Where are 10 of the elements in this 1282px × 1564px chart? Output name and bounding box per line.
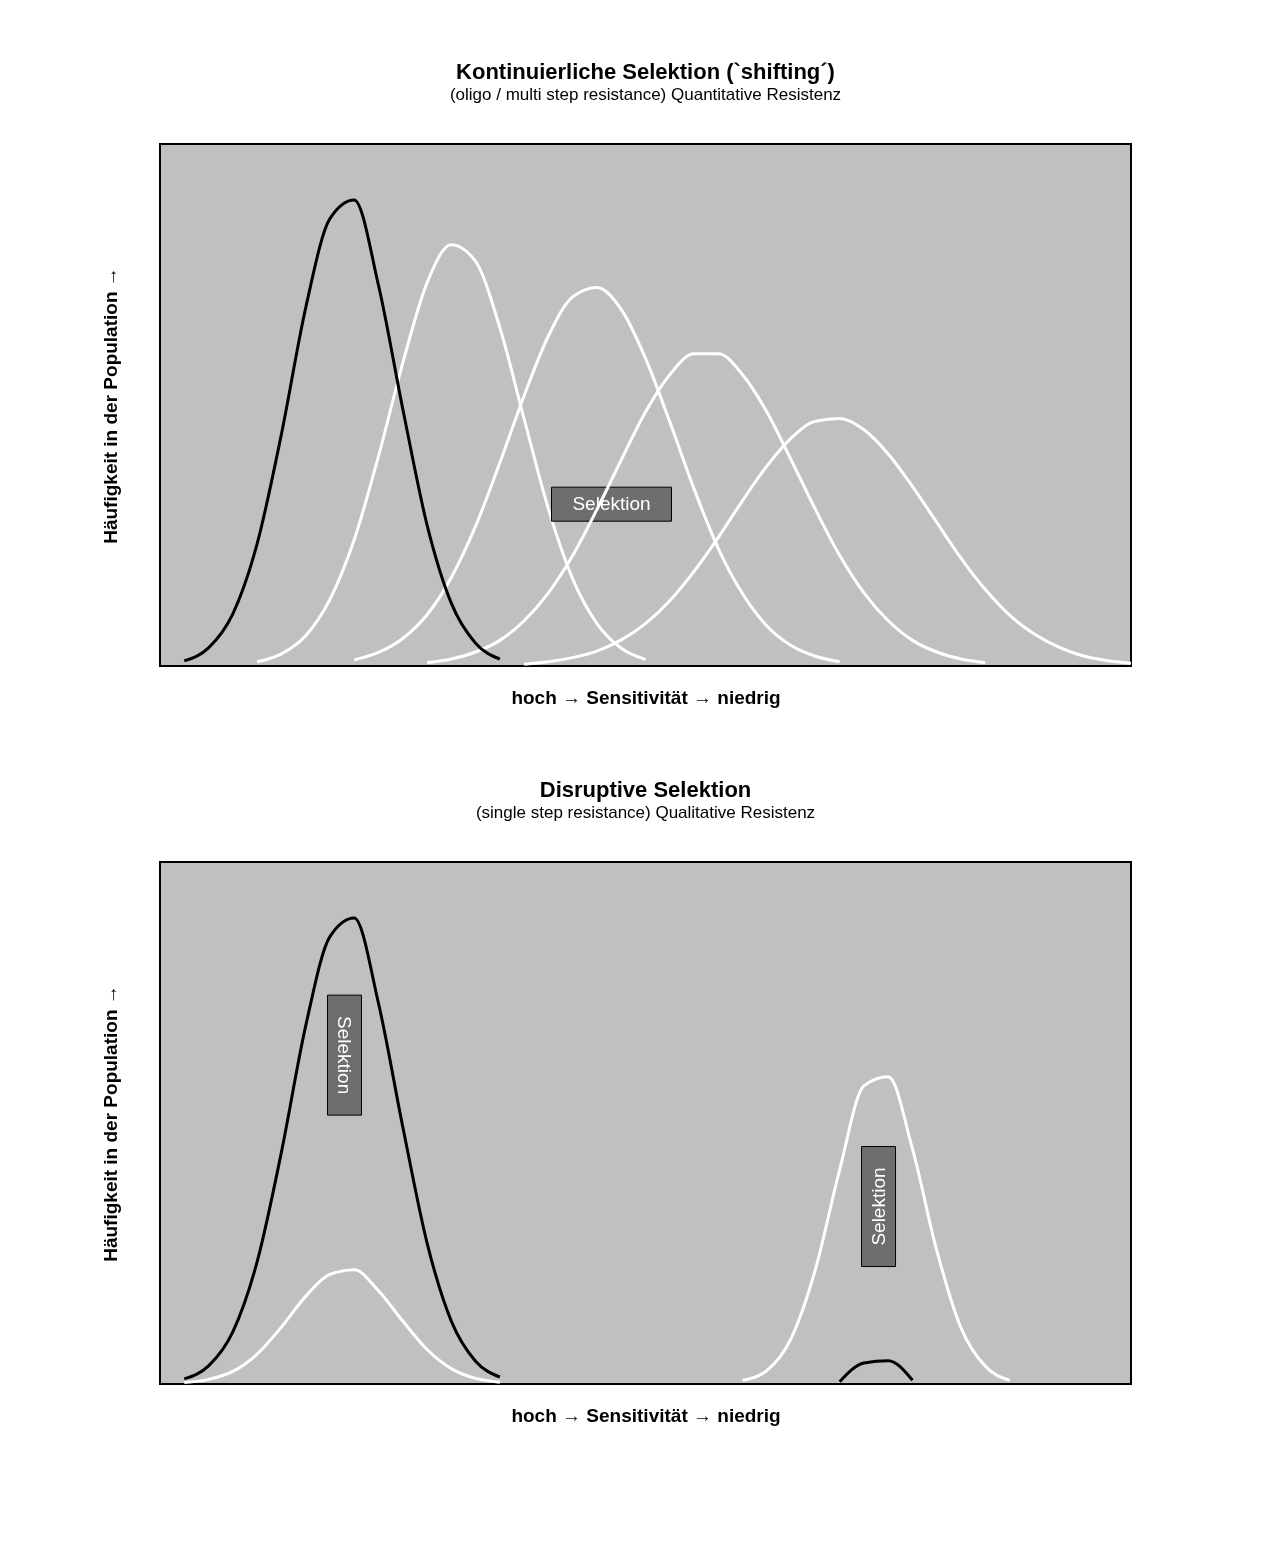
y-axis-title: Häufigkeit in der Population → — [99, 985, 121, 1262]
annotation: Selektion — [334, 1016, 356, 1095]
chart-title: Disruptive Selektion — [539, 777, 752, 802]
x-axis-title: hoch → Sensitivität → niedrig — [511, 686, 781, 708]
annotation: Selektion — [867, 1167, 889, 1246]
chart-subtitle: (single step resistance) Qualitative Resistenz — [475, 803, 816, 822]
chart-subtitle: (oligo / multi step resistance) Quantitative Resistenz — [449, 85, 842, 104]
x-axis-title: hoch → Sensitivität → niedrig — [511, 1404, 781, 1426]
chart-title: Kontinuierliche Selektion (`shifting´) — [456, 59, 835, 84]
y-axis-title: Häufigkeit in der Population → — [99, 267, 121, 544]
